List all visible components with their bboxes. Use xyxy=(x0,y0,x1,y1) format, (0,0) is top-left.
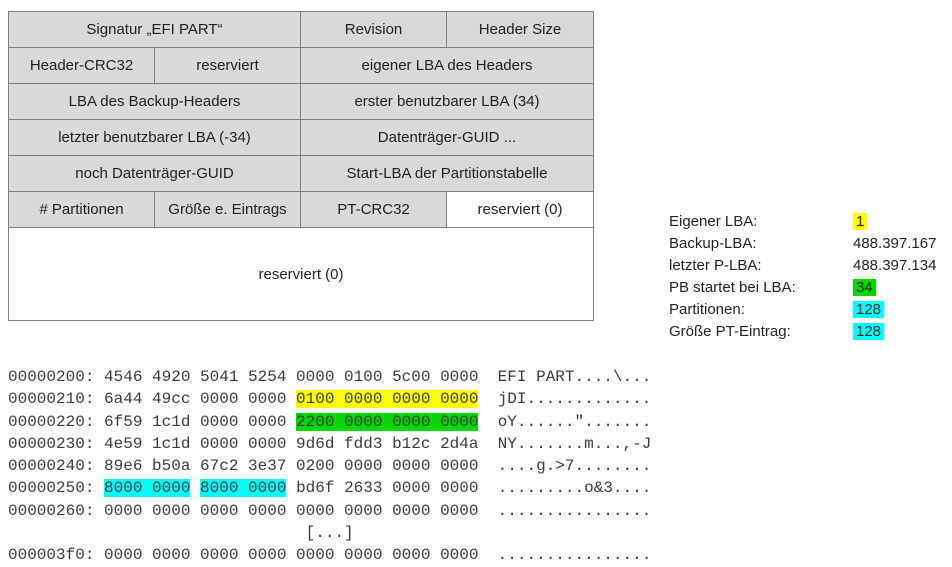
table-row: Signatur „EFI PART“ Revision Header Size xyxy=(9,12,593,48)
hex-line: 00000220: 6f59 1c1d 0000 0000 2200 0000 … xyxy=(8,411,651,433)
legend-item: Backup-LBA: 488.397.167 xyxy=(669,232,936,254)
field-cell: Signatur „EFI PART“ xyxy=(9,12,301,48)
field-cell: Start-LBA der Partitionstabelle xyxy=(301,156,593,192)
hex-text: jDI............. xyxy=(478,390,652,409)
hex-highlight: 0100 0000 0000 0000 xyxy=(296,390,479,409)
table-row: Header-CRC32 reserviert eigener LBA des He… xyxy=(9,48,593,84)
table-row: # Partitionen Größe e. Eintrags PT-CRC32 re… xyxy=(9,192,593,228)
hex-highlight: 8000 0000 xyxy=(200,479,287,498)
hex-line: 00000250: 8000 0000 8000 0000 bd6f 2633 … xyxy=(8,477,651,499)
legend-label: Backup-LBA: xyxy=(669,234,757,252)
table-row: letzter benutzbarer LBA (-34) Datenträger… xyxy=(9,120,593,156)
hex-text: 00000230: 4e59 1c1d 0000 0000 9d6d fdd3 … xyxy=(8,434,652,453)
field-cell: erster benutzbarer LBA (34) xyxy=(301,84,593,120)
hex-text: oY......"....... xyxy=(478,412,652,431)
hex-line: [...] xyxy=(8,522,651,544)
hex-highlight: 8000 0000 xyxy=(104,479,191,498)
field-cell: Datenträger-GUID ... xyxy=(301,120,593,156)
hex-text: 000003f0: 0000 0000 0000 0000 0000 0000 … xyxy=(8,546,652,565)
field-cell: reserviert (0) xyxy=(447,192,593,228)
legend-item: Partitionen: 128 xyxy=(669,298,936,320)
field-cell: reserviert (0) xyxy=(9,228,593,320)
hex-text: 00000200: 4546 4920 5041 5254 0000 0100 … xyxy=(8,368,652,386)
field-cell: # Partitionen xyxy=(9,192,155,228)
legend-label: Größe PT-Eintrag: xyxy=(669,322,791,340)
field-cell: Header Size xyxy=(447,12,593,48)
legend-item: PB startet bei LBA: 34 xyxy=(669,276,936,298)
legend-value: 1 xyxy=(853,212,868,230)
hex-text: 00000210: 6a44 49cc 0000 0000 xyxy=(8,390,297,409)
hex-text: 00000220: 6f59 1c1d 0000 0000 xyxy=(8,412,297,431)
legend-label: letzter P-LBA: xyxy=(669,256,762,274)
legend-item: letzter P-LBA: 488.397.134 xyxy=(669,254,936,276)
legend-value: 34 xyxy=(853,278,876,296)
hex-line: 00000240: 89e6 b50a 67c2 3e37 0200 0000 … xyxy=(8,455,651,477)
hex-text xyxy=(190,479,200,497)
decoded-values-legend: Eigener LBA: 1 Backup-LBA: 488.397.167 letzt… xyxy=(669,210,936,342)
hex-text: 00000250: xyxy=(8,479,105,498)
hex-text: 00000260: 0000 0000 0000 0000 0000 0000 … xyxy=(8,501,652,520)
hex-text: [...] xyxy=(8,524,354,543)
hex-text: 00000240: 89e6 b50a 67c2 3e37 0200 0000 … xyxy=(8,457,652,476)
hex-dump: 00000200: 4546 4920 5041 5254 0000 0100 … xyxy=(8,366,651,567)
legend-value: 488.397.167 xyxy=(853,234,937,252)
legend-value: 128 xyxy=(853,300,885,318)
hex-line: 00000230: 4e59 1c1d 0000 0000 9d6d fdd3 … xyxy=(8,433,651,455)
field-cell: letzter benutzbarer LBA (-34) xyxy=(9,120,301,156)
field-cell: Revision xyxy=(301,12,447,48)
legend-value: 128 xyxy=(853,322,885,340)
legend-value: 488.397.134 xyxy=(853,256,937,274)
legend-item: Eigener LBA: 1 xyxy=(669,210,936,232)
legend-item: Größe PT-Eintrag: 128 xyxy=(669,320,936,342)
field-cell: noch Datenträger-GUID xyxy=(9,156,301,192)
hex-line: 00000260: 0000 0000 0000 0000 0000 0000 … xyxy=(8,500,651,522)
gpt-header-table: Signatur „EFI PART“ Revision Header Size He… xyxy=(8,11,594,321)
field-cell: reserviert xyxy=(155,48,301,84)
hex-highlight: 2200 0000 0000 0000 xyxy=(296,412,479,431)
field-cell: PT-CRC32 xyxy=(301,192,447,228)
legend-label: PB startet bei LBA: xyxy=(669,278,796,296)
field-cell: Header-CRC32 xyxy=(9,48,155,84)
table-row: LBA des Backup-Headers erster benutzbarer… xyxy=(9,84,593,120)
hex-line: 000003f0: 0000 0000 0000 0000 0000 0000 … xyxy=(8,544,651,566)
table-row: reserviert (0) xyxy=(9,228,593,320)
hex-text: bd6f 2633 0000 0000 .........o&3.... xyxy=(286,479,652,498)
hex-line: 00000200: 4546 4920 5041 5254 0000 0100 … xyxy=(8,366,651,388)
field-cell: eigener LBA des Headers xyxy=(301,48,593,84)
field-cell: Größe e. Eintrags xyxy=(155,192,301,228)
legend-label: Eigener LBA: xyxy=(669,212,758,230)
table-row: noch Datenträger-GUID Start-LBA der Parti… xyxy=(9,156,593,192)
hex-line: 00000210: 6a44 49cc 0000 0000 0100 0000 … xyxy=(8,388,651,410)
field-cell: LBA des Backup-Headers xyxy=(9,84,301,120)
legend-label: Partitionen: xyxy=(669,300,745,318)
